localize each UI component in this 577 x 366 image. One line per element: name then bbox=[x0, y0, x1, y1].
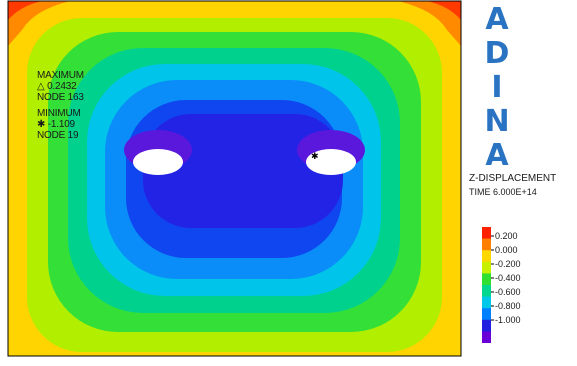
corner-band-top-right-red bbox=[427, 1, 461, 20]
maximum-value: △ 0.2432 bbox=[37, 81, 77, 92]
legend-tick-label: 0.000 bbox=[495, 245, 518, 255]
corner-band-top-right-orange bbox=[398, 1, 461, 46]
adina-logo: A D I N A bbox=[482, 3, 512, 173]
legend-tick-label: -0.200 bbox=[495, 259, 521, 269]
color-legend-bar bbox=[482, 227, 494, 343]
corner-band-top-left-orange bbox=[8, 1, 70, 46]
hole-right bbox=[306, 149, 356, 175]
minimum-marker: ✱ bbox=[311, 152, 319, 162]
legend-color-band bbox=[482, 250, 491, 263]
minimum-info: MINIMUM ✱ -1.109 NODE 19 bbox=[37, 108, 81, 141]
minimum-label: MINIMUM bbox=[37, 108, 81, 119]
legend-color-band bbox=[482, 296, 491, 309]
legend-color-band bbox=[482, 238, 491, 251]
legend-color-band bbox=[482, 319, 491, 332]
result-field-name: Z-DISPLACEMENT bbox=[469, 173, 557, 184]
result-time: TIME 6.000E+14 bbox=[469, 187, 537, 197]
band-deep-blue bbox=[143, 114, 343, 228]
legend-tick-label: -1.000 bbox=[495, 315, 521, 325]
logo-letter-3: I bbox=[491, 70, 503, 105]
maximum-label: MAXIMUM bbox=[37, 70, 84, 81]
legend-color-band bbox=[482, 227, 491, 240]
minimum-node: NODE 19 bbox=[37, 130, 79, 141]
legend-tick-label: -0.600 bbox=[495, 287, 521, 297]
legend-tick-label: 0.200 bbox=[495, 231, 518, 241]
legend-color-band bbox=[482, 261, 491, 274]
legend-tick-label: -0.800 bbox=[495, 301, 521, 311]
logo-letter-4: N bbox=[484, 104, 510, 139]
legend-color-band bbox=[482, 308, 491, 321]
logo-letter-2: D bbox=[484, 36, 510, 71]
corner-band-top-left-red bbox=[8, 1, 42, 20]
minimum-value: ✱ -1.109 bbox=[37, 119, 75, 130]
legend-tick-label: -0.400 bbox=[495, 273, 521, 283]
legend-color-band bbox=[482, 331, 491, 343]
maximum-info: MAXIMUM △ 0.2432 NODE 163 bbox=[37, 70, 84, 103]
logo-letter-1: A bbox=[485, 2, 509, 37]
logo-letter-5: A bbox=[485, 138, 509, 173]
plate-outline bbox=[7, 0, 462, 357]
legend-color-band bbox=[482, 285, 491, 298]
legend-color-band bbox=[482, 273, 491, 286]
hole-left bbox=[133, 149, 183, 175]
maximum-node: NODE 163 bbox=[37, 92, 84, 103]
